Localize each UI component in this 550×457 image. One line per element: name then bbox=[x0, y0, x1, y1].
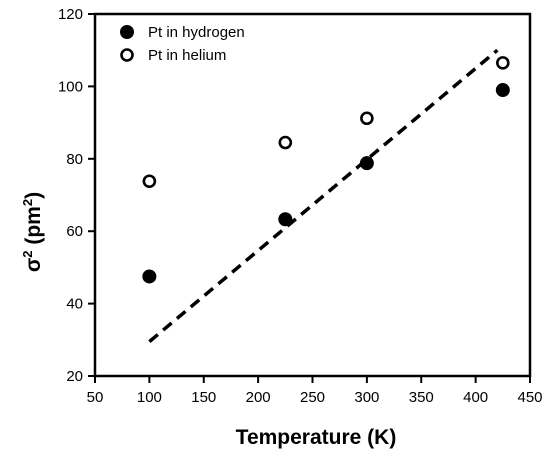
legend-label-hydrogen: Pt in hydrogen bbox=[148, 24, 245, 41]
x-tick-label-200: 200 bbox=[246, 389, 271, 406]
y-tick-label-40: 40 bbox=[66, 296, 83, 313]
helium-point-3 bbox=[496, 56, 510, 70]
legend-label-helium: Pt in helium bbox=[148, 47, 226, 64]
legend-marker-hydrogen bbox=[120, 25, 134, 39]
x-tick-label-450: 450 bbox=[517, 389, 542, 406]
legend-marker-helium bbox=[120, 48, 134, 62]
y-tick-label-100: 100 bbox=[58, 78, 83, 95]
x-tick-label-250: 250 bbox=[300, 389, 325, 406]
legend: Pt in hydrogen Pt in helium bbox=[120, 24, 245, 64]
x-tick-label-150: 150 bbox=[191, 389, 216, 406]
y-axis-title-symbol: σ bbox=[22, 258, 45, 272]
helium-point-0 bbox=[142, 174, 157, 189]
plot-frame bbox=[93, 12, 532, 378]
hydrogen-point-2 bbox=[359, 156, 374, 171]
helium-point-2 bbox=[360, 111, 374, 126]
y-tick-label-20: 20 bbox=[66, 368, 83, 385]
hydrogen-point-3 bbox=[495, 83, 510, 98]
y-axis-title-sup-2: 2 bbox=[20, 199, 35, 206]
x-tick-label-300: 300 bbox=[354, 389, 379, 406]
y-axis-tick-labels: 20 40 60 80 100 120 bbox=[58, 6, 83, 385]
x-axis-tick-labels: 50 100 150 200 250 300 350 400 450 bbox=[87, 389, 543, 406]
y-axis-title-unit: (pm bbox=[22, 206, 45, 250]
fit-line bbox=[148, 48, 499, 343]
y-tick-label-80: 80 bbox=[66, 151, 83, 168]
x-tick-label-400: 400 bbox=[463, 389, 488, 406]
y-axis-title-close: ) bbox=[22, 192, 45, 199]
hydrogen-point-1 bbox=[278, 212, 293, 227]
y-axis-title-sup-1: 2 bbox=[20, 250, 35, 257]
y-axis-title: σ2 (pm2) bbox=[20, 192, 45, 272]
x-tick-label-100: 100 bbox=[137, 389, 162, 406]
helium-point-1 bbox=[278, 135, 293, 150]
y-tick-label-60: 60 bbox=[66, 223, 83, 240]
x-tick-label-350: 350 bbox=[409, 389, 434, 406]
y-tick-label-120: 120 bbox=[58, 6, 83, 23]
hydrogen-point-0 bbox=[142, 269, 157, 284]
x-axis-title: Temperature (K) bbox=[236, 426, 397, 449]
x-tick-label-50: 50 bbox=[87, 389, 104, 406]
data-points bbox=[142, 56, 510, 284]
